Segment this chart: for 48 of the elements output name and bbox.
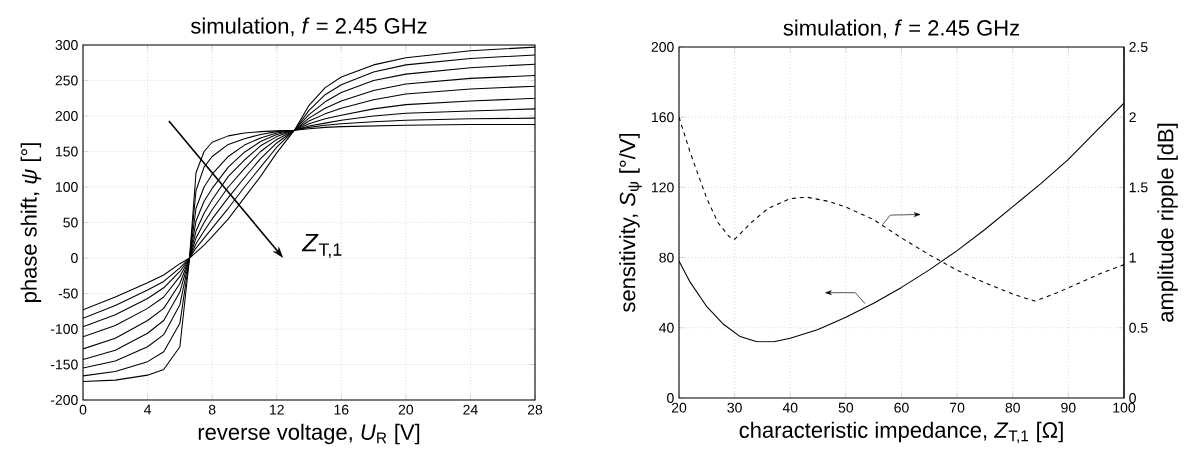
x-tick-label: 70 xyxy=(950,402,965,413)
y2-axis-title: amplitude ripple [dB] xyxy=(1157,123,1178,322)
y-tick-label: 160 xyxy=(652,112,674,123)
y-tick-label: 250 xyxy=(55,75,78,86)
y-tick-label: 100 xyxy=(56,182,78,192)
x-tick-label: 16 xyxy=(334,404,349,415)
y-tick-label: -200 xyxy=(50,395,78,405)
y2-tick-label: 2 xyxy=(1129,112,1136,123)
x-tick-label: 8 xyxy=(208,404,216,415)
x-tick-label: 90 xyxy=(1061,402,1076,413)
x-axis-title: characteristic impedance, Z$_{T,1}$ [Ω] xyxy=(739,421,1063,444)
y-tick-label: 200 xyxy=(55,111,78,121)
y-tick-label: 150 xyxy=(56,146,78,157)
y-tick-label: 50 xyxy=(63,217,78,228)
y-tick-label: -50 xyxy=(58,288,78,299)
annotation: Z$_{T,1}$ xyxy=(301,233,342,258)
x-tick-label: 60 xyxy=(894,402,909,413)
y-tick-label: 120 xyxy=(652,182,674,193)
y-tick-label: -150 xyxy=(50,359,78,370)
y-axis-title: sensitivity, S$_{ψ}$ [°/V] xyxy=(619,133,642,312)
y2-tick-label: 0.5 xyxy=(1129,322,1148,333)
x-tick-label: 50 xyxy=(838,402,854,413)
y-tick-label: 200 xyxy=(651,42,674,52)
x-tick-label: 30 xyxy=(727,402,742,413)
x-tick-label: 0 xyxy=(79,404,87,415)
y2-tick-label: 1.5 xyxy=(1129,182,1148,193)
y2-tick-label: 0 xyxy=(1129,393,1136,403)
x-tick-label: 12 xyxy=(270,404,284,415)
x-tick-label: 80 xyxy=(1005,402,1020,413)
y-tick-label: -100 xyxy=(50,324,78,334)
x-tick-label: 4 xyxy=(144,404,152,415)
y-tick-label: 0 xyxy=(667,393,674,403)
y2-tick-label: 2.5 xyxy=(1129,42,1148,52)
x-tick-label: 100 xyxy=(1113,402,1136,413)
x-tick-label: 20 xyxy=(671,402,687,413)
y2-tick-label: 1 xyxy=(1129,252,1136,263)
chart-title: simulation, f = 2.45 GHz xyxy=(190,17,427,37)
y-tick-label: 80 xyxy=(659,252,674,263)
x-tick-label: 40 xyxy=(782,402,798,413)
y-axis-title: phase shift, ψ [°] xyxy=(20,143,42,302)
y-tick-label: 40 xyxy=(659,322,674,333)
x-tick-label: 20 xyxy=(398,404,414,415)
x-tick-label: 24 xyxy=(463,404,478,415)
y-tick-label: 0 xyxy=(71,253,78,263)
x-tick-label: 28 xyxy=(527,404,543,415)
x-axis-title: reverse voltage, U$_{R}$ [V] xyxy=(198,423,420,445)
chart-title: simulation, f = 2.45 GHz xyxy=(783,19,1020,39)
y-tick-label: 300 xyxy=(55,40,78,50)
